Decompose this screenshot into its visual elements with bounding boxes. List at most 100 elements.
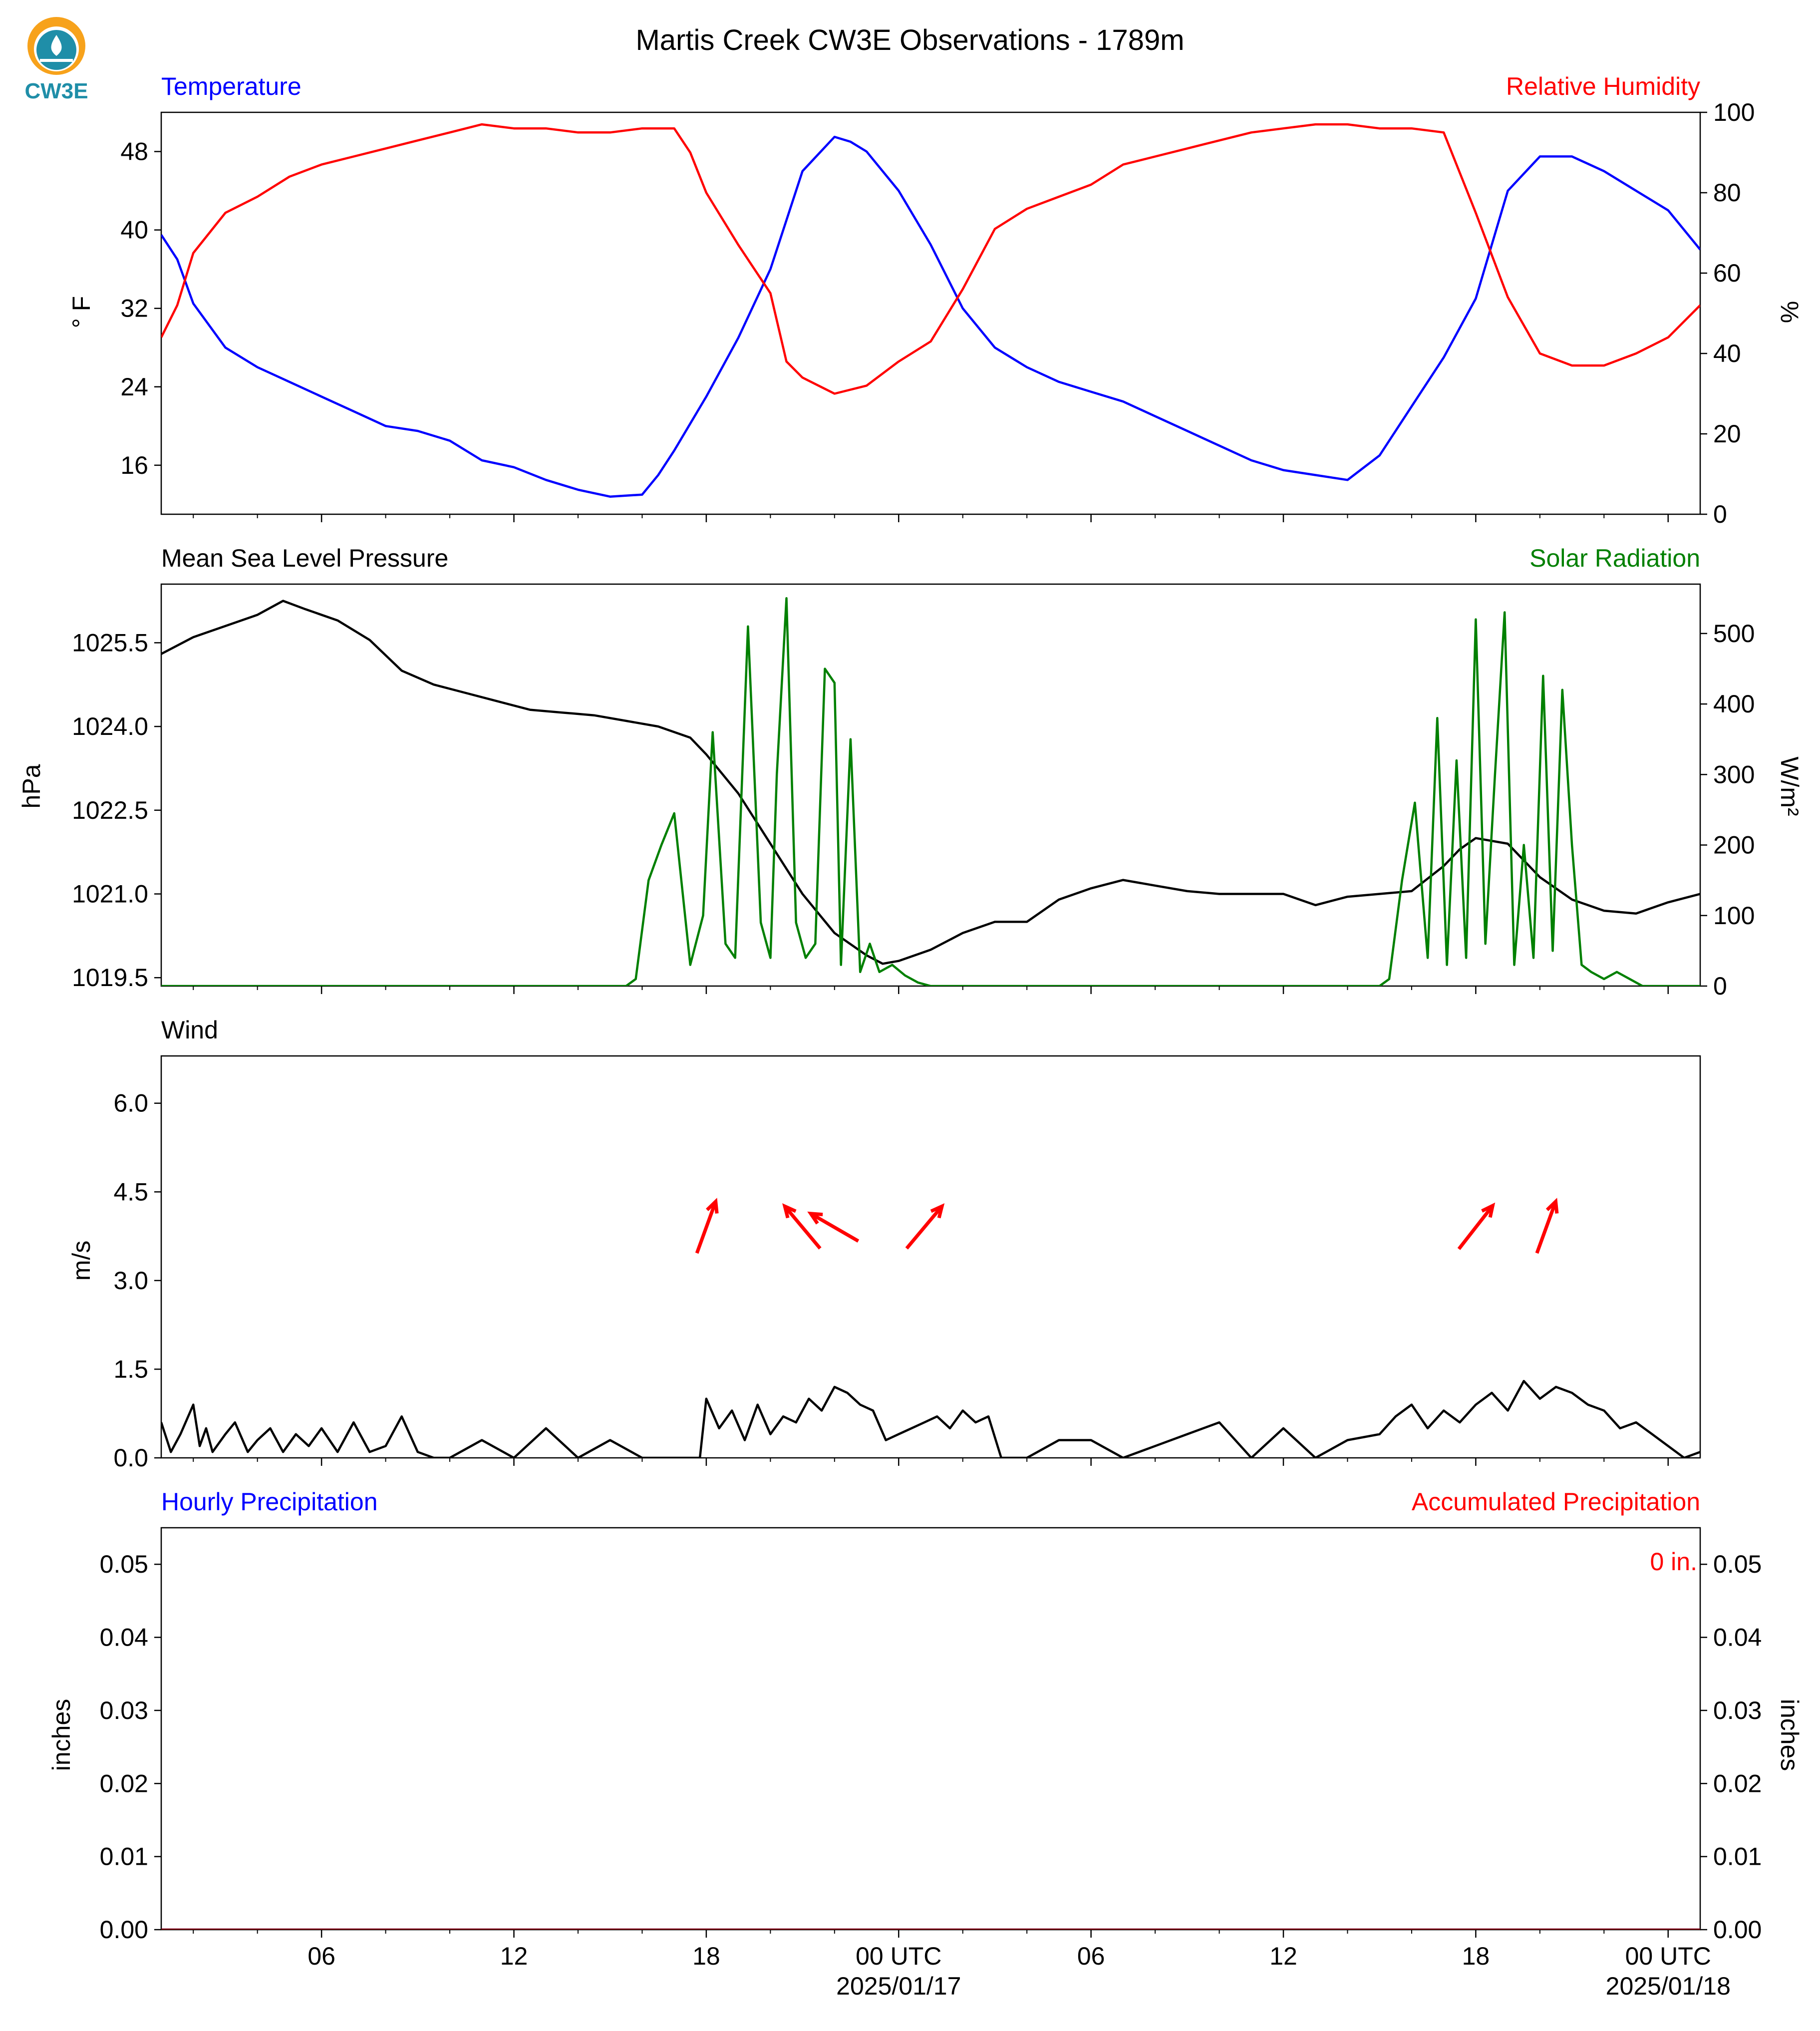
temperature-axis-label: ° F <box>67 296 95 328</box>
pressure-title: Mean Sea Level Pressure <box>161 544 448 572</box>
y-left-tick-label: 0.0 <box>113 1444 148 1472</box>
y-left-tick-label: 0.01 <box>100 1843 148 1871</box>
x-tick-label: 06 <box>307 1942 335 1970</box>
y-left-tick-label: 0.05 <box>100 1550 148 1578</box>
y-left-tick-label: 0.00 <box>100 1916 148 1944</box>
accum-precip-axis-label: inches <box>1776 1699 1804 1771</box>
panel-4 <box>154 1527 1707 1938</box>
panel-3 <box>154 1055 1701 1466</box>
wind-arrow-shaft <box>905 1205 943 1250</box>
accum-precip-title: Accumulated Precipitation <box>1412 1488 1700 1516</box>
y-right-tick-label: 0.01 <box>1713 1843 1762 1871</box>
wind-arrow-shaft <box>810 1212 860 1243</box>
y-left-tick-label: 1019.5 <box>72 964 148 992</box>
wind-arrow-shaft <box>1535 1201 1557 1254</box>
solar-title: Solar Radiation <box>1529 544 1700 572</box>
humidity-axis-label: % <box>1776 301 1804 323</box>
y-left-tick-label: 16 <box>120 451 148 479</box>
y-left-tick-label: 1021.0 <box>72 880 148 908</box>
y-left-tick-label: 48 <box>120 138 148 166</box>
wind-arrow-head <box>1545 1198 1559 1214</box>
x-tick-label: 06 <box>1077 1942 1105 1970</box>
wind-direction-arrow <box>695 1198 719 1254</box>
wind-direction-arrow <box>1535 1198 1559 1254</box>
wind-title: Wind <box>161 1016 218 1044</box>
series-mean-sea-level-pressure <box>161 600 1700 965</box>
y-right-tick-label: 0.04 <box>1713 1624 1762 1652</box>
y-left-tick-label: 24 <box>120 373 148 401</box>
y-left-tick-label: 6.0 <box>113 1089 148 1117</box>
cw3e-logo: CW3E <box>24 17 88 103</box>
panel-1 <box>154 111 1707 522</box>
wind-arrow-head <box>782 1203 797 1219</box>
y-left-tick-label: 1022.5 <box>72 796 148 824</box>
series-solar-radiation <box>161 597 1700 986</box>
temperature-title: Temperature <box>161 72 302 100</box>
x-tick-label: 12 <box>500 1942 528 1970</box>
logo-wave <box>40 59 73 62</box>
y-right-tick-label: 40 <box>1713 339 1741 367</box>
y-right-tick-label: 100 <box>1713 98 1755 126</box>
y-left-tick-label: 40 <box>120 216 148 244</box>
y-left-tick-label: 1025.5 <box>72 629 148 657</box>
panel-frame <box>160 583 1701 987</box>
wind-direction-arrow <box>1457 1202 1496 1250</box>
y-right-tick-label: 0.03 <box>1713 1696 1762 1724</box>
plot-layer: 16 24 32 40 48 0 20 40 60 80 100 1019.5 1021.0 1022.5… <box>72 98 1762 2000</box>
y-right-tick-label: 20 <box>1713 420 1741 448</box>
y-left-tick-label: 3.0 <box>113 1267 148 1295</box>
y-right-tick-label: 0.02 <box>1713 1769 1762 1797</box>
logo-drop-icon <box>51 35 62 56</box>
y-right-tick-label: 400 <box>1713 690 1755 718</box>
panel-frame <box>160 111 1701 515</box>
x-tick-label: 18 <box>1462 1942 1490 1970</box>
wind-direction-arrow <box>807 1211 860 1243</box>
y-left-tick-label: 0.02 <box>100 1769 148 1797</box>
y-left-tick-label: 1.5 <box>113 1355 148 1383</box>
series-wind-speed <box>161 1379 1700 1458</box>
x-date-label: 2025/01/18 <box>1606 1972 1731 2000</box>
solar-axis-label: W/m² <box>1776 756 1804 816</box>
y-left-tick-label: 32 <box>120 295 148 323</box>
wind-arrow-head <box>1481 1202 1496 1218</box>
y-left-tick-label: 0.03 <box>100 1696 148 1724</box>
wind-arrow-shaft <box>1457 1204 1495 1250</box>
y-right-tick-label: 200 <box>1713 831 1755 859</box>
x-tick-label: 12 <box>1269 1942 1297 1970</box>
wind-arrow-head <box>807 1211 823 1225</box>
wind-direction-arrow <box>782 1203 822 1250</box>
x-date-label: 2025/01/17 <box>836 1972 961 2000</box>
wind-direction-arrow <box>905 1203 945 1250</box>
wind-arrow-head <box>930 1203 945 1219</box>
y-right-tick-label: 0 <box>1713 972 1727 1000</box>
series-relative-humidity <box>161 123 1700 395</box>
y-left-tick-label: 1024.0 <box>72 712 148 740</box>
y-right-tick-label: 0.00 <box>1713 1916 1762 1944</box>
pressure-axis-label: hPa <box>17 764 45 808</box>
y-right-tick-label: 0.05 <box>1713 1550 1762 1578</box>
y-right-tick-label: 500 <box>1713 620 1755 648</box>
hourly-precip-title: Hourly Precipitation <box>161 1488 378 1516</box>
panel-frame <box>160 1055 1701 1459</box>
panel-2 <box>154 583 1707 994</box>
wind-axis-label: m/s <box>67 1241 95 1281</box>
humidity-title: Relative Humidity <box>1506 72 1700 100</box>
y-right-tick-label: 100 <box>1713 902 1755 930</box>
x-tick-label: 18 <box>692 1942 720 1970</box>
y-left-tick-label: 4.5 <box>113 1178 148 1206</box>
hourly-precip-axis-label: inches <box>47 1699 75 1771</box>
chart-title: Martis Creek CW3E Observations - 1789m <box>635 24 1184 56</box>
accum-total-label: 0 in. <box>1650 1548 1697 1576</box>
series-temperature <box>161 135 1700 498</box>
y-right-tick-label: 300 <box>1713 760 1755 788</box>
wind-arrow-shaft <box>783 1205 822 1250</box>
logo-text: CW3E <box>24 79 88 103</box>
y-left-tick-label: 0.04 <box>100 1624 148 1652</box>
x-tick-label: 00 UTC <box>856 1942 941 1970</box>
wind-arrow-shaft <box>695 1201 717 1254</box>
y-right-tick-label: 80 <box>1713 179 1741 207</box>
x-tick-label: 00 UTC <box>1625 1942 1711 1970</box>
y-right-tick-label: 0 <box>1713 500 1727 528</box>
